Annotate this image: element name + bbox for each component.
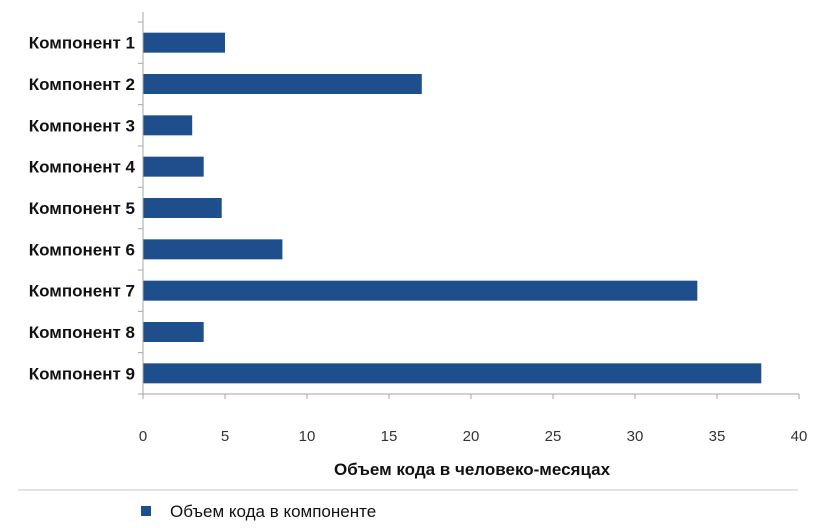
legend-swatch [141, 506, 151, 516]
bar [143, 115, 193, 136]
category-labels: Компонент 1 Компонент 2 Компонент 3 Компоне… [29, 34, 136, 384]
category-label: Компонент 1 [29, 34, 135, 53]
category-label: Компонент 8 [29, 323, 135, 342]
bar [143, 363, 762, 384]
x-tick-label: 5 [221, 428, 229, 445]
category-label: Компонент 7 [29, 282, 135, 301]
legend-label: Объем кода в компоненте [170, 502, 376, 521]
x-axis-title: Объем кода в человеко-месяцах [334, 460, 611, 479]
x-tick-label: 25 [545, 428, 562, 445]
bars-layer [143, 32, 762, 384]
x-tick-label: 35 [709, 428, 726, 445]
bar [143, 198, 222, 218]
category-label: Компонент 9 [29, 364, 135, 383]
category-label: Компонент 5 [29, 199, 135, 218]
bar [143, 322, 204, 342]
category-label: Компонент 2 [29, 75, 135, 94]
x-tick-label: 30 [627, 428, 644, 445]
x-tick-labels: 0 5 10 15 20 25 30 35 40 [139, 428, 808, 445]
x-tick-label: 20 [463, 428, 480, 445]
bar [143, 32, 225, 53]
x-tick-label: 0 [139, 428, 147, 445]
bar [143, 280, 698, 301]
bar [143, 239, 283, 260]
x-tick-label: 15 [381, 428, 398, 445]
bar [143, 156, 204, 177]
category-label: Компонент 3 [29, 116, 135, 135]
category-label: Компонент 4 [29, 158, 136, 177]
x-tick-label: 40 [791, 428, 808, 445]
axis-layer [138, 12, 800, 399]
legend: Объем кода в компоненте [141, 502, 376, 521]
category-label: Компонент 6 [29, 240, 135, 259]
bar [143, 74, 422, 94]
x-tick-label: 10 [299, 428, 316, 445]
